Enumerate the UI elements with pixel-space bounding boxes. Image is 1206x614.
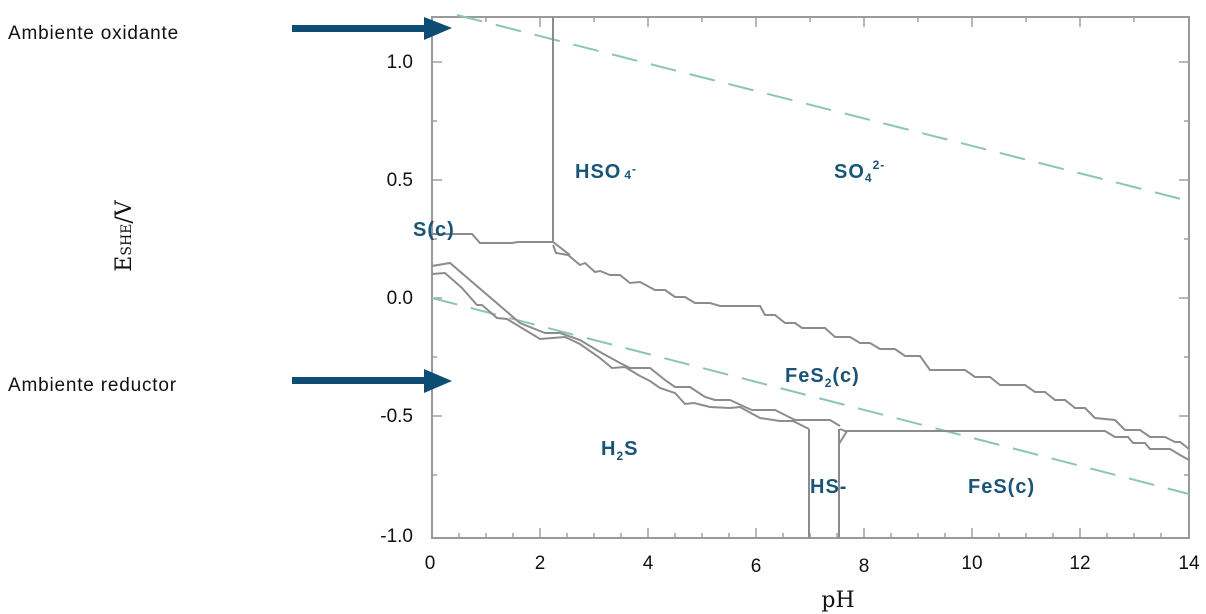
- region-fes2: FeS2(c): [785, 365, 860, 390]
- x-tick-label: 12: [1069, 553, 1090, 574]
- x-tick-label: 2: [535, 553, 546, 574]
- y-tick-label: -0.5: [380, 406, 413, 427]
- s-lower-boundary: [431, 271, 810, 430]
- s-upper-boundary: [432, 233, 571, 256]
- phase-boundaries: [431, 17, 1190, 538]
- region-s: S(c): [413, 219, 455, 241]
- oxidizing-label: Ambiente oxidante: [8, 23, 179, 44]
- x-tick-label: 6: [751, 556, 762, 577]
- y-tick-label: 1.0: [387, 52, 413, 73]
- y-tick-label: 0.5: [387, 170, 413, 191]
- x-tick-label: 8: [859, 556, 870, 577]
- y-tick-label: 0.0: [387, 288, 413, 309]
- arrow-reducing: [292, 369, 452, 393]
- x-tick-label: 10: [961, 553, 982, 574]
- fes2-lower-boundary: [431, 261, 841, 427]
- region-h2s: H2S: [601, 438, 638, 463]
- arrow-oxidizing: [292, 17, 452, 40]
- plot-frame: [431, 16, 1190, 539]
- y-tick-marks: [432, 61, 1189, 476]
- fes2-upper-boundary: [552, 244, 1190, 450]
- x-tick-label: 0: [425, 553, 436, 574]
- y-axis-title: ESHE/V: [112, 199, 137, 272]
- water-oxidation-limit: [456, 14, 1190, 202]
- region-so4: SO42-: [834, 158, 885, 185]
- reducing-label: Ambiente reductor: [8, 375, 177, 396]
- x-axis-title: pH: [821, 588, 854, 613]
- x-tick-label: 4: [643, 553, 654, 574]
- x-tick-marks: [431, 17, 1162, 538]
- region-hs: HS-: [810, 476, 847, 498]
- x-tick-label: 14: [1178, 553, 1200, 574]
- y-tick-label: -1.0: [380, 526, 413, 547]
- hs-fes-join: [838, 430, 848, 445]
- region-hso4: HSO 4-: [575, 161, 637, 183]
- fes-upper-boundary: [839, 428, 1190, 461]
- water-reduction-limit: [431, 297, 1190, 495]
- region-fes: FeS(c): [968, 476, 1035, 498]
